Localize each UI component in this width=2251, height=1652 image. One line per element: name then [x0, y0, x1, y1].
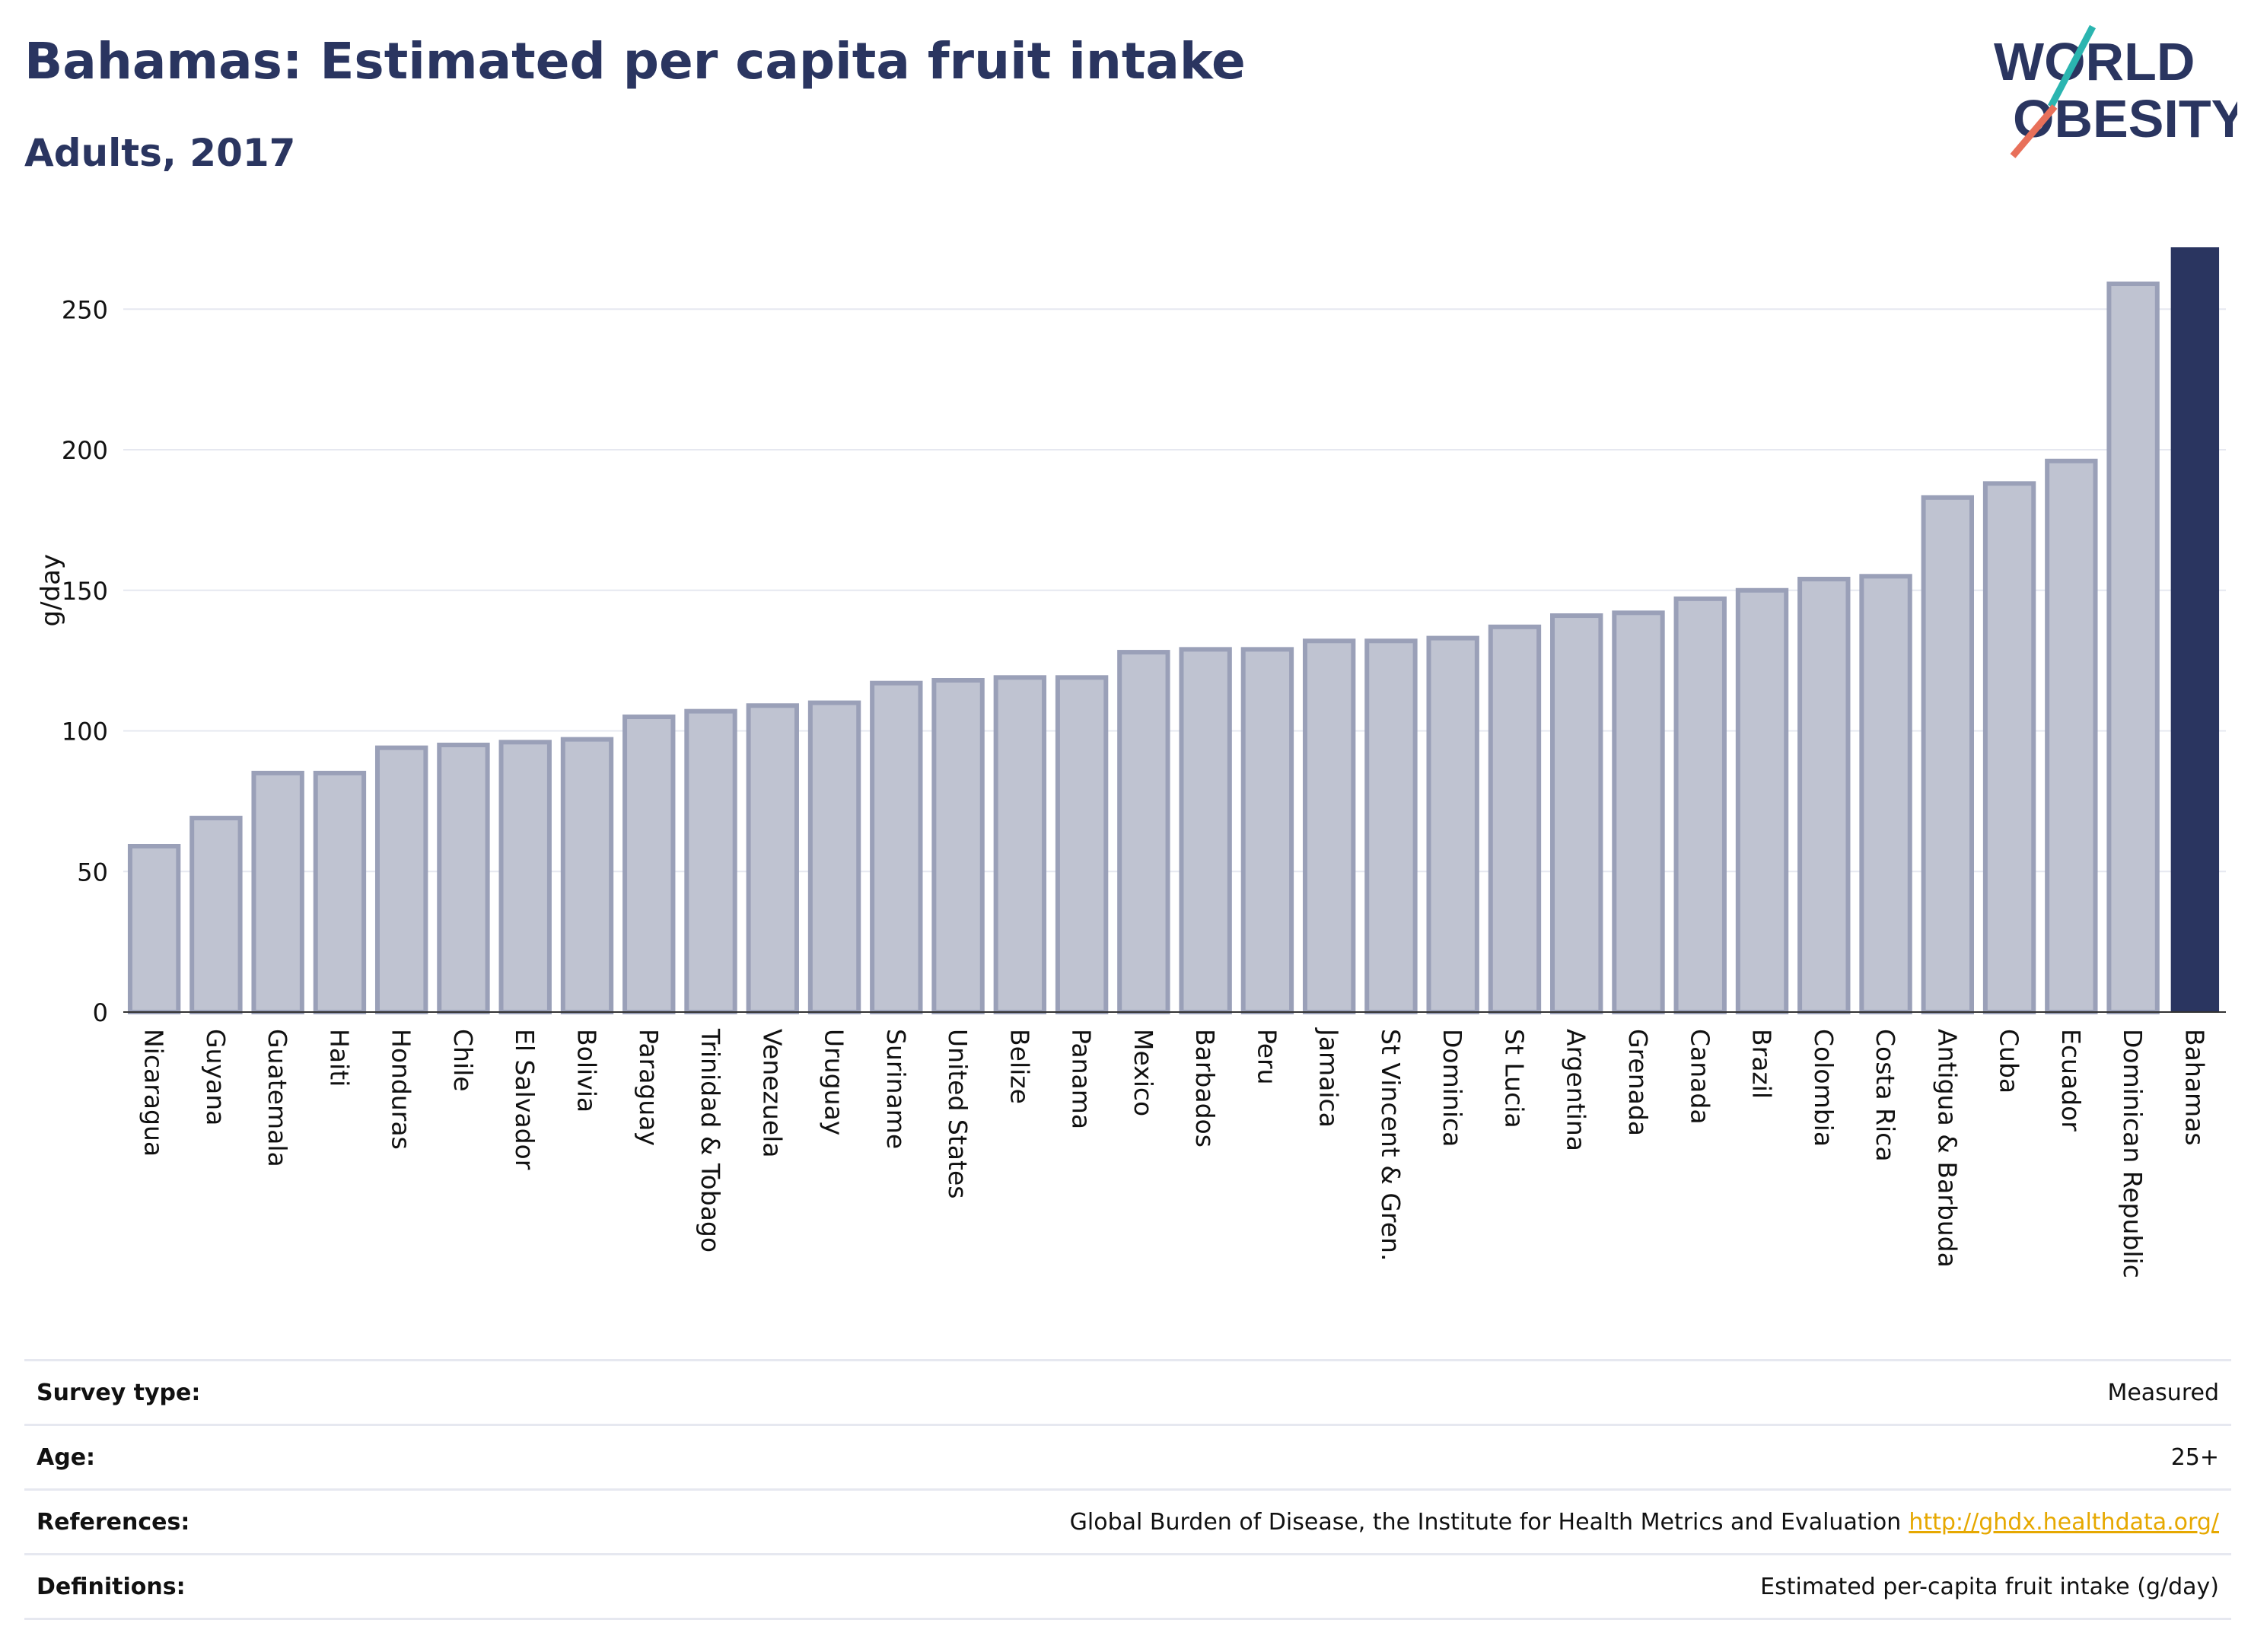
y-tick-label: 0	[93, 998, 108, 1027]
bar	[1055, 675, 1109, 1014]
bar	[1426, 635, 1479, 1014]
bar	[1117, 650, 1170, 1014]
meta-value: Measured	[2107, 1379, 2219, 1406]
bar	[1179, 647, 1232, 1014]
bar-highlight	[2170, 247, 2220, 1012]
bar	[374, 745, 428, 1014]
meta-label: References:	[37, 1508, 190, 1536]
x-tick-label: Grenada	[1623, 1029, 1653, 1136]
x-tick-label: Suriname	[881, 1029, 911, 1149]
bar	[1612, 610, 1665, 1014]
x-tick-label: Guatemala	[263, 1029, 292, 1167]
meta-row-definitions: Definitions: Estimated per-capita fruit …	[24, 1553, 2231, 1620]
y-tick-label: 50	[77, 858, 108, 886]
bar	[931, 678, 985, 1014]
bar	[1921, 495, 1975, 1014]
y-axis-title: g/day	[36, 554, 66, 627]
bar	[1488, 624, 1542, 1015]
world-obesity-logo: WORLD OBESITY	[1994, 24, 2237, 158]
x-tick-label: Chile	[448, 1029, 478, 1092]
bar	[622, 715, 676, 1015]
x-tick-label: Trinidad & Tobago	[696, 1028, 725, 1253]
x-tick-label: Belize	[1005, 1029, 1034, 1104]
logo-slash-coral	[2010, 104, 2058, 158]
bar	[746, 703, 799, 1015]
y-tick-label: 150	[62, 577, 108, 606]
x-tick-label: Dominica	[1438, 1029, 1467, 1147]
y-tick-label: 250	[62, 295, 108, 324]
x-tick-label: Canada	[1685, 1029, 1715, 1125]
bar	[1364, 638, 1418, 1014]
meta-label: Age:	[37, 1444, 96, 1471]
bar-chart: 0 50 100 150 200 250 g/day Nicaragua Guyana Guate…	[36, 247, 2226, 1278]
y-tick-label: 100	[62, 718, 108, 746]
meta-row-age: Age: 25+	[24, 1424, 2231, 1488]
x-tick-label: El Salvador	[510, 1029, 540, 1170]
x-tick-label: Venezuela	[757, 1029, 787, 1157]
meta-value: 25+	[2170, 1444, 2219, 1471]
reference-text: Global Burden of Disease, the Institute …	[1069, 1508, 1902, 1536]
x-tick-label: Dominican Republic	[2118, 1029, 2148, 1278]
bar	[313, 770, 367, 1014]
logo-slash-teal	[2048, 24, 2096, 109]
meta-row-survey-type: Survey type: Measured	[24, 1359, 2231, 1424]
bar	[498, 740, 552, 1014]
bar	[1550, 613, 1603, 1014]
bar	[560, 737, 614, 1014]
x-tick-label: Honduras	[387, 1029, 416, 1150]
x-tick-label: Mexico	[1129, 1029, 1158, 1116]
x-tick-label: Bahamas	[2179, 1029, 2209, 1146]
x-tick-label: Paraguay	[634, 1029, 664, 1146]
x-tick-label: Haiti	[324, 1029, 354, 1087]
reference-link[interactable]: http://ghdx.healthdata.org/	[1909, 1508, 2219, 1536]
bar	[1673, 596, 1727, 1014]
bar	[2045, 458, 2098, 1014]
x-tick-label: St Lucia	[1499, 1029, 1529, 1128]
y-tick-label: 200	[62, 436, 108, 465]
x-tick-label: Cuba	[1995, 1029, 2024, 1093]
x-tick-label: Panama	[1067, 1029, 1097, 1129]
x-tick-label: Antigua & Barbuda	[1932, 1029, 1962, 1268]
bar	[1735, 587, 1789, 1015]
x-tick-label: Peru	[1252, 1029, 1282, 1085]
bar	[1302, 638, 1356, 1014]
meta-value: Estimated per-capita fruit intake (g/day…	[1760, 1573, 2219, 1600]
bar	[1240, 647, 1294, 1014]
x-tick-label: Guyana	[201, 1029, 231, 1125]
x-tick-label: Costa Rica	[1871, 1029, 1900, 1162]
x-tick-label: Nicaragua	[139, 1029, 169, 1157]
bar	[684, 708, 737, 1015]
bar	[251, 770, 304, 1014]
x-tick-label: Ecuador	[2056, 1029, 2086, 1132]
logo-line1: WORLD	[1994, 32, 2195, 91]
x-tick-label: Jamaica	[1314, 1027, 1344, 1128]
bar	[1797, 576, 1851, 1014]
bar	[189, 816, 243, 1015]
x-tick-label: Barbados	[1190, 1029, 1220, 1147]
x-tick-label: United States	[943, 1029, 973, 1198]
bar	[1982, 481, 2036, 1014]
chart-title: Bahamas: Estimated per capita fruit inta…	[24, 32, 1246, 91]
bar	[807, 700, 861, 1014]
bar	[2106, 282, 2160, 1015]
x-tick-label: Brazil	[1747, 1029, 1777, 1099]
bar	[437, 742, 490, 1014]
meta-label: Definitions:	[37, 1573, 186, 1600]
x-tick-label: Colombia	[1809, 1029, 1839, 1147]
meta-value: Global Burden of Disease, the Institute …	[1070, 1509, 2231, 1536]
x-tick-label: Bolivia	[572, 1029, 601, 1112]
meta-label: Survey type:	[37, 1379, 201, 1406]
metadata-table: Survey type: Measured Age: 25+ Reference…	[24, 1359, 2231, 1620]
logo-line2: OBESITY	[2013, 89, 2237, 148]
meta-row-references: References: Global Burden of Disease, th…	[24, 1488, 2231, 1553]
x-tick-label: Uruguay	[820, 1029, 849, 1135]
bar	[1859, 574, 1912, 1014]
x-tick-label: Argentina	[1562, 1029, 1591, 1151]
bar	[127, 844, 181, 1014]
chart-subtitle: Adults, 2017	[24, 131, 296, 175]
x-tick-label: St Vincent & Gren.	[1376, 1029, 1406, 1261]
bar	[993, 675, 1047, 1014]
bar	[870, 680, 923, 1014]
